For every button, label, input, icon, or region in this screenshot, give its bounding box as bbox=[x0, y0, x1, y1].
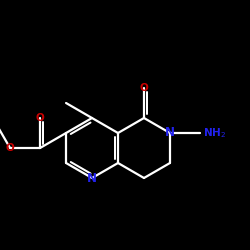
Text: O: O bbox=[6, 143, 14, 153]
Text: N: N bbox=[87, 172, 97, 184]
Text: NH$_2$: NH$_2$ bbox=[203, 126, 226, 140]
Text: N: N bbox=[165, 126, 175, 140]
Text: O: O bbox=[140, 83, 148, 93]
Text: O: O bbox=[36, 113, 44, 123]
